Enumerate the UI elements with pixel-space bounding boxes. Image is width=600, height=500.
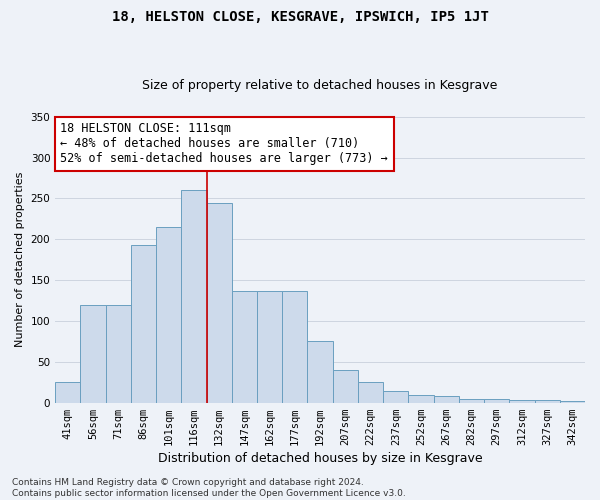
Bar bbox=[156, 227, 181, 402]
Bar bbox=[232, 291, 257, 403]
Bar bbox=[509, 400, 535, 402]
Bar bbox=[307, 342, 332, 402]
X-axis label: Distribution of detached houses by size in Kesgrave: Distribution of detached houses by size … bbox=[158, 452, 482, 465]
Y-axis label: Number of detached properties: Number of detached properties bbox=[15, 172, 25, 348]
Bar bbox=[131, 245, 156, 402]
Bar bbox=[332, 370, 358, 402]
Text: Contains HM Land Registry data © Crown copyright and database right 2024.
Contai: Contains HM Land Registry data © Crown c… bbox=[12, 478, 406, 498]
Bar bbox=[257, 291, 282, 403]
Bar bbox=[560, 401, 585, 402]
Bar bbox=[55, 382, 80, 402]
Bar bbox=[181, 190, 206, 402]
Bar bbox=[484, 400, 509, 402]
Text: 18, HELSTON CLOSE, KESGRAVE, IPSWICH, IP5 1JT: 18, HELSTON CLOSE, KESGRAVE, IPSWICH, IP… bbox=[112, 10, 488, 24]
Bar bbox=[535, 400, 560, 402]
Bar bbox=[282, 291, 307, 403]
Bar bbox=[459, 398, 484, 402]
Bar bbox=[206, 202, 232, 402]
Bar bbox=[383, 392, 409, 402]
Bar bbox=[409, 396, 434, 402]
Bar bbox=[106, 304, 131, 402]
Title: Size of property relative to detached houses in Kesgrave: Size of property relative to detached ho… bbox=[142, 79, 498, 92]
Text: 18 HELSTON CLOSE: 111sqm
← 48% of detached houses are smaller (710)
52% of semi-: 18 HELSTON CLOSE: 111sqm ← 48% of detach… bbox=[61, 122, 388, 166]
Bar bbox=[80, 304, 106, 402]
Bar bbox=[358, 382, 383, 402]
Bar bbox=[434, 396, 459, 402]
